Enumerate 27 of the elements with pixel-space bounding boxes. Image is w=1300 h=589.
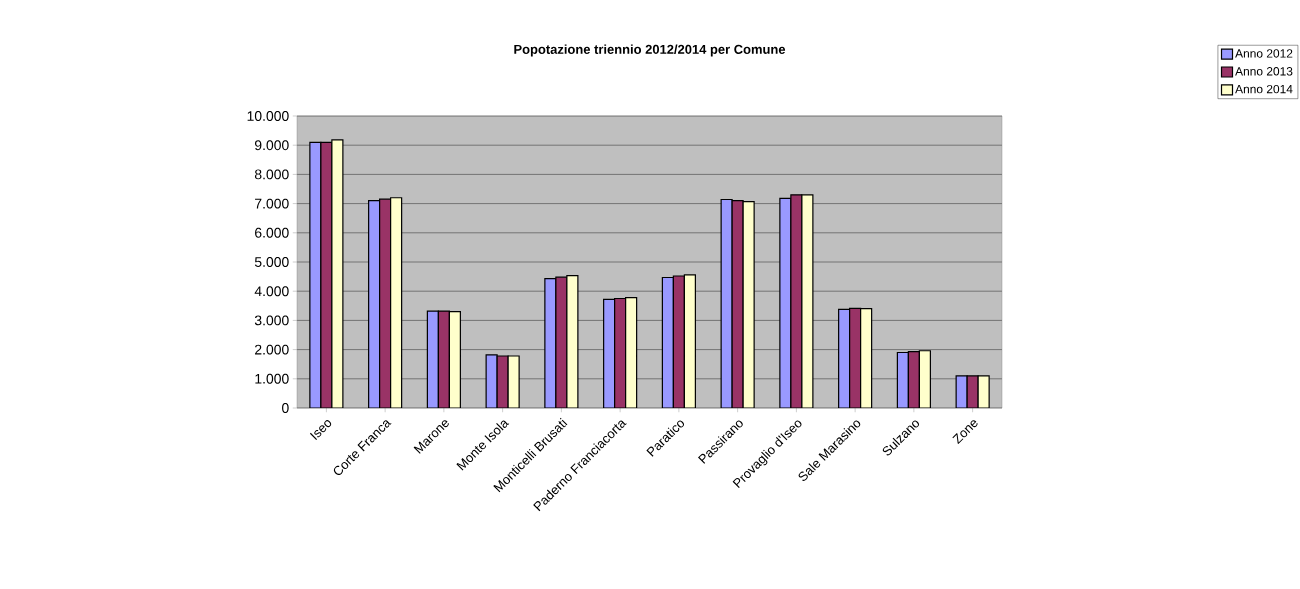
y-tick-label: 4.000 xyxy=(254,286,289,297)
bar xyxy=(390,197,403,408)
x-tick-label: Iseo xyxy=(309,420,332,440)
y-tick-label: 0 xyxy=(282,403,289,413)
bar xyxy=(860,308,873,408)
legend-label: Anno 2013 xyxy=(1235,67,1293,76)
y-tick-label: 7.000 xyxy=(255,198,289,209)
bar xyxy=(379,198,392,408)
bar xyxy=(661,276,674,408)
bar xyxy=(368,200,381,408)
bar xyxy=(625,297,638,408)
legend-label: Anno 2012 xyxy=(1235,49,1293,58)
bar xyxy=(614,297,627,408)
y-tick-label: 6.000 xyxy=(255,227,289,238)
y-tick-label: 5.000 xyxy=(254,257,289,267)
chart-title: Popotazione triennio 2012/2014 per Comune xyxy=(514,44,786,57)
y-tick-label: 8.000 xyxy=(254,169,289,180)
bar xyxy=(683,274,696,408)
bar xyxy=(448,311,461,408)
y-tick-label: 3.000 xyxy=(254,315,289,326)
bar xyxy=(672,275,685,408)
bar xyxy=(603,298,616,408)
y-tick-label: 10.000 xyxy=(247,111,289,121)
y-tick-label: 9.000 xyxy=(254,140,289,151)
y-tick-label: 1.000 xyxy=(255,373,289,384)
legend-label: Anno 2014 xyxy=(1235,84,1293,94)
y-tick-label: 2.000 xyxy=(255,344,289,355)
